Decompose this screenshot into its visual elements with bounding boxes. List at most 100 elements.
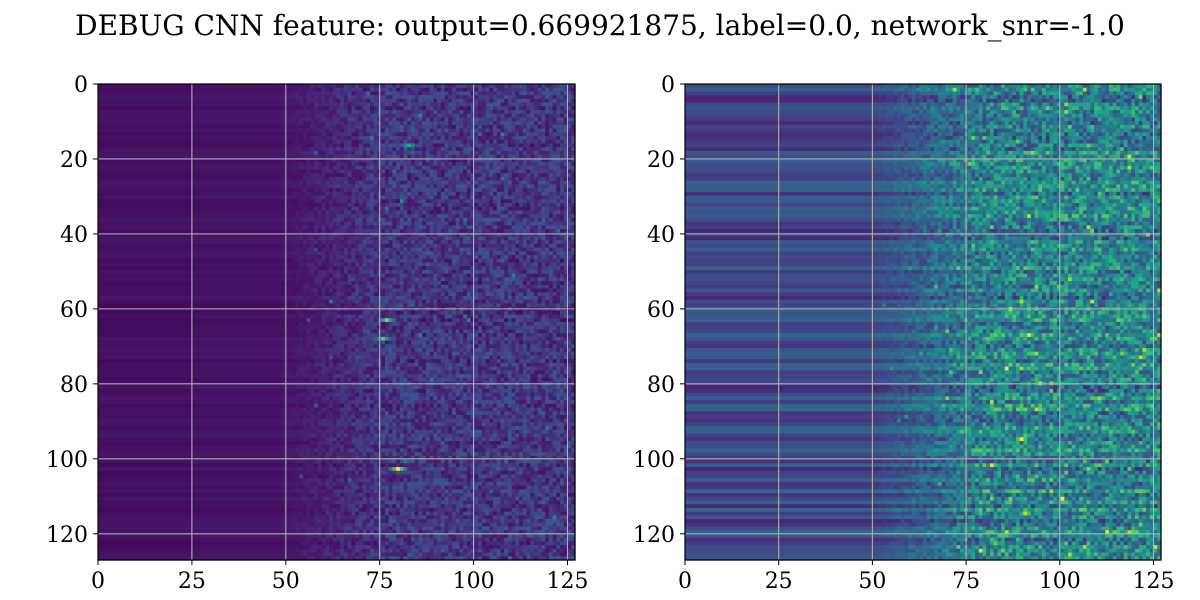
heatmap-cell [333,203,337,207]
heatmap-cell [351,311,355,315]
heatmap-cell [400,255,404,259]
heatmap-cell [340,244,344,248]
heatmap-cell [292,248,296,252]
heatmap-cell [385,222,389,226]
heatmap-cell [400,292,404,296]
heatmap-cell [459,285,463,289]
heatmap-cell [296,129,300,133]
heatmap-cell [415,229,419,233]
heatmap-cell [366,255,370,259]
heatmap-cell [363,270,367,274]
heatmap-cell [545,177,549,181]
heatmap-cell [340,210,344,214]
heatmap-cell [489,173,493,177]
heatmap-cell [500,170,504,174]
heatmap-cell [530,259,534,263]
heatmap-cell [486,289,490,293]
heatmap-cell [445,170,449,174]
heatmap-cell [493,110,497,114]
heatmap-cell [322,300,326,304]
heatmap-cell [549,218,553,222]
heatmap-cell [284,170,288,174]
heatmap-cell [538,259,542,263]
heatmap-cell [407,274,411,278]
heatmap-cell [337,117,341,121]
heatmap-cell [366,270,370,274]
heatmap-cell [370,296,374,300]
heatmap-cell [355,199,359,203]
heatmap-cell [545,147,549,151]
heatmap-cell [396,277,400,281]
heatmap-cell [288,210,292,214]
heatmap-cell [314,132,318,136]
heatmap-cell [296,285,300,289]
heatmap-cell [445,244,449,248]
heatmap-cell [351,207,355,211]
heatmap-cell [359,170,363,174]
heatmap-cell [370,162,374,166]
heatmap-cell [195,99,281,103]
heatmap-cell [351,266,355,270]
heatmap-cell [292,136,296,140]
heatmap-cell [381,114,385,118]
heatmap-cell [538,281,542,285]
heatmap-cell [396,270,400,274]
heatmap-cell [303,296,307,300]
heatmap-cell [478,281,482,285]
heatmap-cell [545,218,549,222]
heatmap-cell [363,114,367,118]
heatmap-cell [310,170,318,174]
heatmap-cell [541,114,545,118]
heatmap-cell [292,315,296,319]
heatmap-cell [389,136,393,140]
heatmap-cell [493,199,497,203]
heatmap-cell [296,244,300,248]
heatmap-cell [98,266,195,270]
heatmap-cell [404,196,408,200]
heatmap-cell [445,99,449,103]
heatmap-cell [504,129,508,133]
heatmap-cell [430,170,434,174]
heatmap-cell [471,117,475,121]
heatmap-cell [310,214,314,218]
heatmap-cell [541,240,545,244]
heatmap-cell [296,106,300,110]
heatmap-cell [404,136,408,140]
heatmap-cell [389,132,393,136]
heatmap-cell [392,162,396,166]
heatmap-cell [538,166,542,170]
heatmap-cell [482,251,486,255]
heatmap-cell [381,292,385,296]
heatmap-cell [355,218,359,222]
heatmap-cell [359,315,363,319]
heatmap-cell [512,255,516,259]
heatmap-cell [348,125,352,129]
heatmap-cell [500,229,504,233]
heatmap-cell [195,144,285,148]
heatmap-cell [553,270,557,274]
heatmap-cell [556,218,560,222]
heatmap-cell [456,192,460,196]
heatmap-cell [344,129,348,133]
heatmap-cell [325,91,329,95]
heatmap-cell [497,251,501,255]
heatmap-cell [497,296,501,300]
heatmap-cell [549,84,553,88]
heatmap-cell [445,281,449,285]
heatmap-cell [534,125,538,129]
heatmap-cell [351,214,355,218]
heatmap-cell [452,296,456,300]
heatmap-cell [441,274,445,278]
heatmap-cell [366,106,370,110]
heatmap-cell [448,225,452,229]
heatmap-cell [400,132,404,136]
heatmap-cell [310,84,314,88]
heatmap-cell [296,225,300,229]
heatmap-cell [400,251,404,255]
heatmap-cell [348,162,352,166]
heatmap-cell [344,311,348,315]
heatmap-cell [415,103,419,107]
heatmap-cell [512,292,516,296]
heatmap-cell [489,129,493,133]
heatmap-cell [512,181,516,185]
